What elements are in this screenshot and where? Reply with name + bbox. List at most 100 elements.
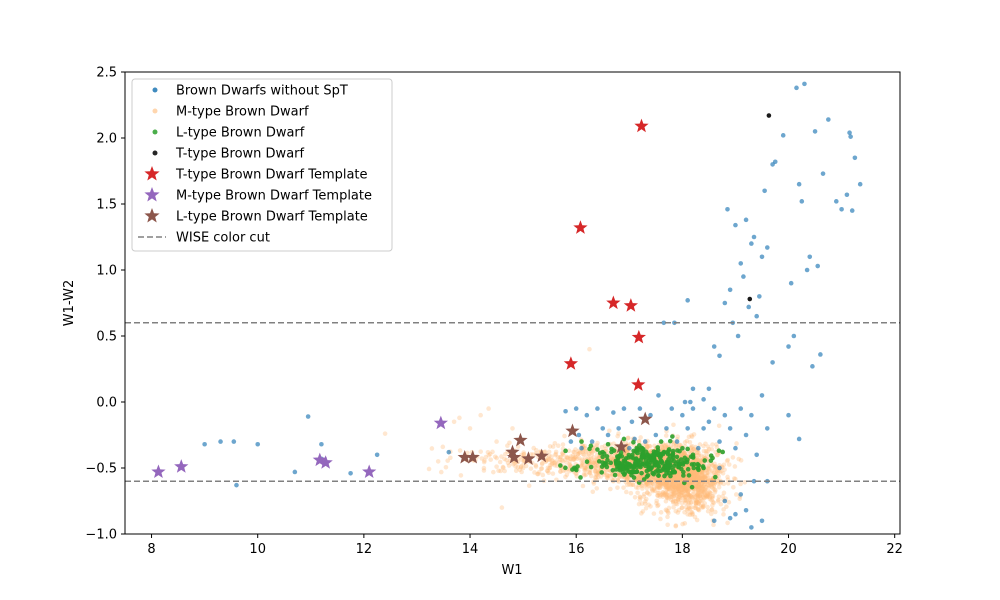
data-point: [570, 457, 576, 462]
data-point: [686, 434, 692, 440]
data-point: [764, 245, 770, 250]
data-point: [680, 462, 686, 467]
data-point: [695, 496, 701, 502]
series-t-type-brown-dwarf-template: [563, 118, 649, 391]
data-point: [699, 476, 704, 482]
data-point: [695, 506, 701, 512]
data-point: [674, 454, 680, 460]
data-point: [704, 493, 710, 499]
x-tick-label: 22: [886, 542, 903, 557]
data-point: [709, 468, 715, 474]
data-point: [705, 491, 711, 497]
data-point: [647, 443, 652, 449]
data-point: [601, 451, 607, 456]
data-point: [692, 474, 697, 480]
data-point: [650, 481, 656, 486]
data-point: [545, 457, 551, 463]
data-point: [705, 444, 711, 449]
data-point: [711, 344, 717, 349]
data-point: [576, 455, 582, 461]
data-point: [536, 469, 542, 475]
data-point: [639, 470, 644, 476]
data-point: [699, 489, 704, 495]
data-point: [689, 433, 694, 438]
data-point: [546, 449, 552, 455]
data-point: [586, 451, 592, 457]
data-point: [698, 475, 703, 480]
data-point: [549, 462, 554, 467]
data-point: [664, 471, 669, 476]
data-point: [533, 464, 539, 469]
data-point: [642, 501, 648, 507]
data-point: [659, 476, 665, 482]
data-point: [512, 460, 517, 466]
data-point: [624, 489, 629, 495]
data-point: [685, 488, 691, 494]
template-star: [563, 356, 579, 370]
data-point: [559, 457, 565, 463]
data-point: [652, 458, 657, 464]
data-point: [695, 492, 701, 498]
data-point: [706, 463, 711, 468]
legend-item-m-type-brown-dwarf-template: M-type Brown Dwarf Template: [144, 187, 372, 204]
data-point: [834, 199, 839, 204]
data-point: [564, 472, 570, 478]
template-star: [506, 449, 522, 464]
data-point: [687, 476, 693, 482]
data-point: [593, 475, 598, 481]
data-point: [682, 510, 687, 515]
data-point: [625, 435, 631, 441]
data-point: [698, 495, 703, 501]
data-point: [704, 469, 710, 474]
data-point: [597, 454, 602, 460]
data-point: [547, 444, 553, 449]
data-point: [563, 465, 568, 471]
data-point: [749, 412, 754, 418]
data-point: [682, 451, 688, 456]
data-point: [593, 474, 599, 480]
data-point: [695, 466, 701, 471]
data-point: [679, 500, 685, 506]
data-point: [590, 489, 596, 495]
data-point: [670, 445, 675, 450]
data-point: [692, 473, 697, 479]
data-point: [734, 441, 739, 446]
template-star: [606, 295, 621, 310]
data-point: [675, 475, 681, 481]
data-point: [666, 493, 672, 498]
data-point: [706, 446, 712, 452]
data-point: [695, 474, 700, 480]
data-point: [619, 463, 625, 469]
data-point: [698, 489, 703, 494]
data-point: [616, 431, 621, 436]
data-point: [552, 460, 558, 466]
data-point: [665, 485, 671, 491]
data-point: [519, 457, 524, 462]
data-point: [666, 496, 672, 501]
data-point: [705, 494, 710, 500]
data-point: [676, 484, 682, 489]
data-point: [676, 507, 682, 513]
data-point: [674, 483, 679, 489]
data-point: [725, 520, 730, 526]
data-point: [659, 481, 664, 486]
data-point: [549, 458, 555, 463]
data-point: [685, 426, 690, 431]
data-point: [482, 458, 487, 463]
data-point: [678, 490, 684, 496]
data-point: [672, 473, 678, 479]
data-point: [689, 480, 695, 486]
data-point: [648, 504, 653, 509]
data-point: [692, 475, 698, 480]
data-point: [704, 484, 709, 490]
legend-item-brown-dwarfs-without-spt: Brown Dwarfs without SpT: [152, 84, 348, 99]
data-point: [577, 450, 583, 455]
data-point: [677, 462, 682, 467]
data-point: [726, 499, 732, 505]
data-point: [685, 491, 691, 497]
data-point: [766, 113, 772, 118]
data-point: [707, 483, 713, 488]
data-point: [695, 457, 701, 463]
x-tick-label: 20: [780, 542, 797, 557]
data-point: [679, 489, 684, 495]
